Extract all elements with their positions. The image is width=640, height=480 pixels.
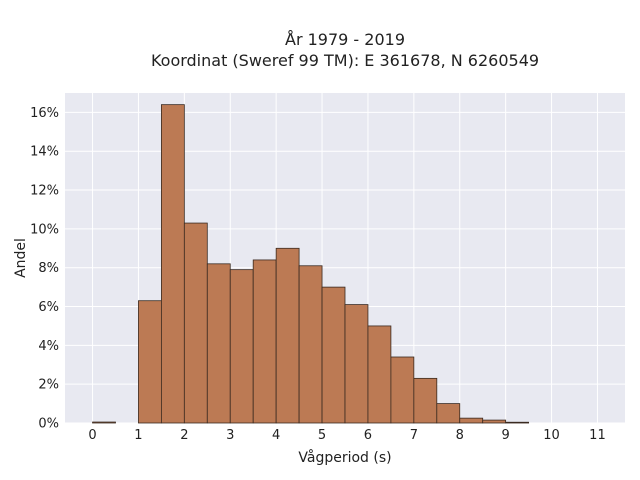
histogram-bar [321,286,346,424]
y-tick-label: 16% [30,106,59,121]
histogram-bar [252,259,277,424]
histogram-bar [390,356,415,424]
y-axis-label: Andel [13,238,29,278]
histogram-bar [459,417,484,424]
chart-title: År 1979 - 2019 [285,30,405,49]
x-tick-label: 5 [318,428,326,443]
y-tick-label: 14% [30,145,59,160]
histogram-bar [206,263,231,424]
histogram-bar [229,269,254,424]
y-axis-ticks: 0% 2% 4% 6% 8% 10% 12% 14% 16% [30,106,59,432]
y-tick-label: 6% [38,300,59,315]
x-tick-label: 9 [502,428,510,443]
histogram-bar [183,222,208,424]
y-tick-label: 0% [38,417,59,432]
x-axis-label: Vågperiod (s) [298,449,391,466]
histogram-bar [92,421,116,424]
histogram-bar [436,403,461,424]
y-tick-label: 8% [38,261,59,276]
x-tick-label: 1 [134,428,142,443]
histogram-bar [413,377,438,424]
histogram-bar [505,421,530,424]
y-tick-label: 4% [38,339,59,354]
y-tick-label: 12% [30,184,59,199]
histogram-bar [138,300,162,424]
histogram-bar [367,325,392,424]
x-tick-label: 2 [180,428,188,443]
histogram-bar [160,104,185,424]
histogram-bar [482,419,507,424]
x-tick-label: 0 [88,428,96,443]
x-tick-label: 7 [410,428,418,443]
bars [92,104,530,424]
x-tick-label: 3 [226,428,234,443]
x-tick-label: 11 [589,428,606,443]
y-tick-label: 2% [38,378,59,393]
x-tick-label: 6 [364,428,372,443]
x-tick-label: 10 [543,428,560,443]
chart-subtitle: Koordinat (Sweref 99 TM): E 361678, N 62… [151,51,539,70]
x-tick-label: 8 [456,428,464,443]
histogram-bar [275,247,300,424]
x-tick-label: 4 [272,428,280,443]
histogram-bar [298,265,323,424]
histogram-bar [344,304,369,424]
y-tick-label: 10% [30,222,59,237]
x-axis-ticks: 0 1 2 3 4 5 6 7 8 9 10 11 [88,428,605,443]
